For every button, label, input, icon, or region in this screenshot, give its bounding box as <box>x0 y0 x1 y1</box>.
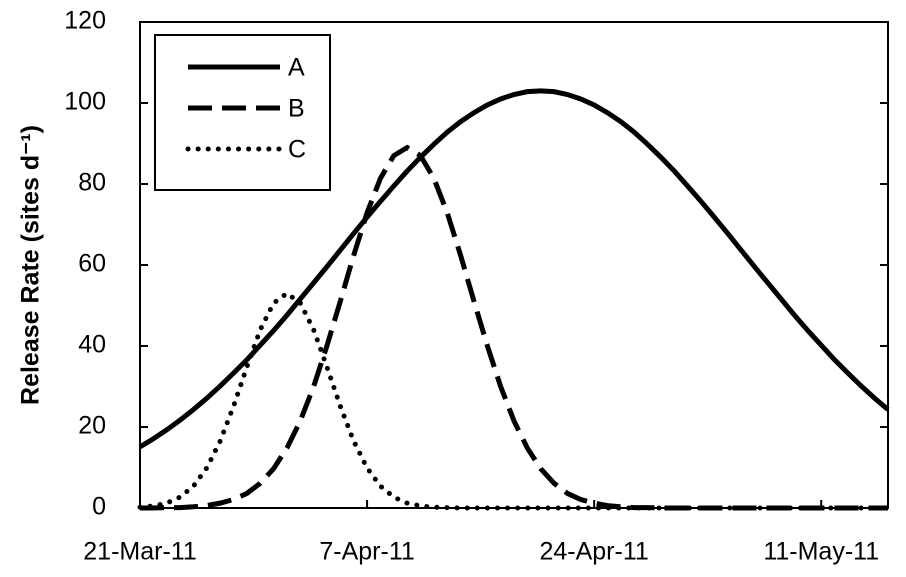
legend-box <box>154 34 331 191</box>
series-line <box>137 290 891 511</box>
y-axis-label: Release Rate (sites d⁻¹) <box>17 125 45 405</box>
y-tick-label: 60 <box>78 250 106 278</box>
x-tick-label: 21-Mar-11 <box>83 538 196 566</box>
y-tick-label: 100 <box>64 88 106 116</box>
x-tick-label: 24-Apr-11 <box>539 538 648 566</box>
series-line <box>140 144 888 511</box>
series-line <box>138 88 890 449</box>
x-tick-label: 7-Apr-11 <box>319 538 414 566</box>
y-tick-label: 40 <box>78 331 106 359</box>
y-tick-label: 0 <box>92 493 106 521</box>
legend-label: B <box>288 95 305 123</box>
x-tick-label: 11-May-11 <box>763 538 879 566</box>
legend-label: A <box>288 54 305 82</box>
y-tick-label: 120 <box>64 7 106 35</box>
y-tick-label: 80 <box>78 169 106 197</box>
y-tick-label: 20 <box>78 412 106 440</box>
legend-label: C <box>288 136 306 164</box>
